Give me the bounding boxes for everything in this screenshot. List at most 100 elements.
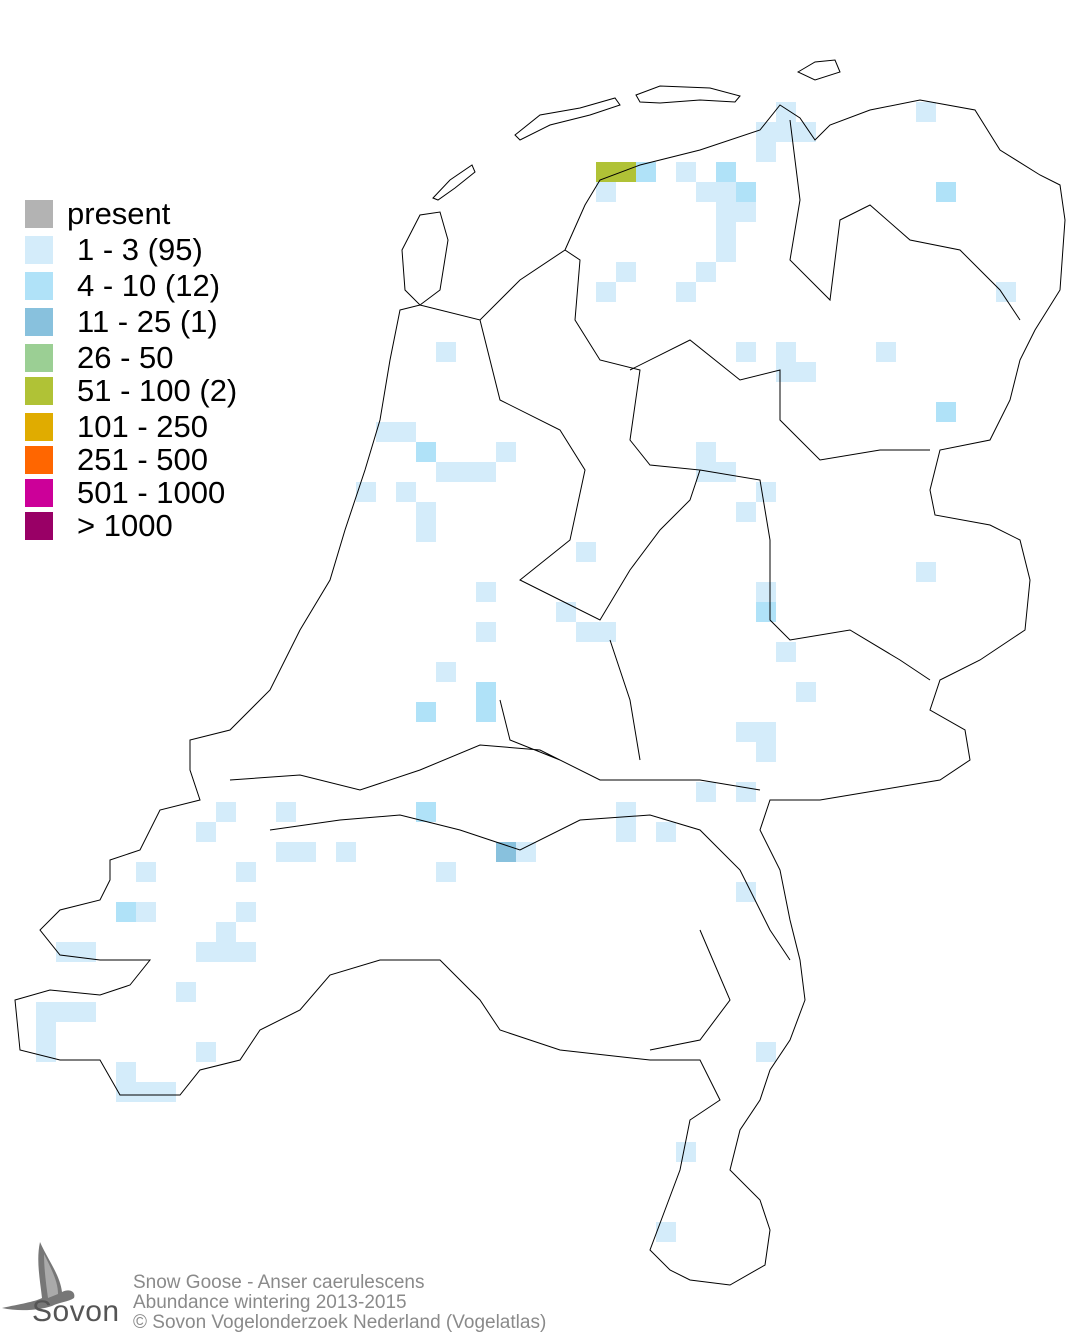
legend-label: present — [67, 196, 171, 231]
cell-1-3 — [596, 182, 616, 202]
sovon-logo — [2, 1242, 75, 1311]
cell-1-3 — [196, 942, 216, 962]
cell-1-3 — [776, 102, 796, 122]
cell-1-3 — [476, 462, 496, 482]
cell-1-3 — [596, 622, 616, 642]
cell-1-3 — [696, 442, 716, 462]
species-name: Snow Goose - Anser caerulescens — [133, 1272, 425, 1293]
legend-swatch — [25, 344, 53, 372]
map-subtitle: Abundance wintering 2013-2015 — [133, 1292, 407, 1313]
cell-1-3 — [196, 822, 216, 842]
sovon-logo-text: Sovon — [32, 1295, 120, 1328]
cell-1-3 — [36, 1042, 56, 1062]
legend-label: 11 - 25 (1) — [77, 304, 218, 339]
cell-1-3 — [716, 462, 736, 482]
legend-swatch — [25, 512, 53, 540]
cell-1-3 — [556, 602, 576, 622]
cell-1-3 — [616, 262, 636, 282]
cell-1-3 — [136, 902, 156, 922]
cell-1-3 — [336, 842, 356, 862]
legend-swatch — [25, 308, 53, 336]
mainland-outline — [14, 99, 1066, 1286]
cell-1-3 — [596, 282, 616, 302]
cell-1-3 — [716, 202, 736, 222]
cell-1-3 — [616, 802, 636, 822]
cell-1-3 — [236, 902, 256, 922]
cell-1-3 — [716, 242, 736, 262]
cell-1-3 — [276, 842, 296, 862]
island-texel — [401, 211, 449, 306]
cell-1-3 — [756, 582, 776, 602]
grid-cells — [36, 102, 1016, 1242]
legend-label: 4 - 10 (12) — [77, 268, 221, 303]
cell-1-3 — [736, 202, 756, 222]
cell-1-3 — [216, 802, 236, 822]
cell-4-10 — [936, 402, 956, 422]
legend-label: 26 - 50 — [77, 340, 174, 375]
legend-swatch — [25, 200, 53, 228]
cell-1-3 — [736, 342, 756, 362]
cell-1-3 — [436, 342, 456, 362]
cell-4-10 — [476, 702, 496, 722]
cell-1-3 — [56, 1002, 76, 1022]
cell-1-3 — [756, 722, 776, 742]
cell-1-3 — [516, 842, 536, 862]
legend-swatch — [25, 377, 53, 405]
cell-1-3 — [76, 942, 96, 962]
cell-1-3 — [756, 482, 776, 502]
legend-label: 51 - 100 (2) — [77, 373, 238, 408]
cell-51-100 — [616, 162, 636, 182]
cell-1-3 — [756, 122, 776, 142]
cell-1-3 — [576, 542, 596, 562]
cell-1-3 — [996, 282, 1016, 302]
cell-1-3 — [716, 182, 736, 202]
cell-1-3 — [776, 642, 796, 662]
cell-1-3 — [76, 1002, 96, 1022]
swallow-wing-icon — [44, 1254, 58, 1298]
cell-4-10 — [736, 182, 756, 202]
legend-swatch — [25, 446, 53, 474]
cell-1-3 — [136, 1082, 156, 1102]
cell-1-3 — [156, 1082, 176, 1102]
cell-1-3 — [116, 1082, 136, 1102]
cell-4-10 — [416, 442, 436, 462]
cell-1-3 — [116, 1062, 136, 1082]
cell-1-3 — [396, 482, 416, 502]
cell-4-10 — [756, 602, 776, 622]
cell-1-3 — [36, 1022, 56, 1042]
cell-4-10 — [116, 902, 136, 922]
copyright: © Sovon Vogelonderzoek Nederland (Vogela… — [133, 1312, 547, 1333]
cell-1-3 — [796, 682, 816, 702]
cell-1-3 — [776, 342, 796, 362]
cell-1-3 — [616, 822, 636, 842]
province-borders — [609, 119, 1021, 1051]
cell-1-3 — [56, 942, 76, 962]
cell-1-3 — [496, 442, 516, 462]
legend-swatch — [25, 272, 53, 300]
map-caption: Snow Goose - Anser caerulescens Abundanc… — [133, 1273, 546, 1333]
island-terschelling — [514, 97, 621, 141]
island-ameland — [635, 85, 741, 104]
cell-1-3 — [796, 362, 816, 382]
cell-1-3 — [656, 1222, 676, 1242]
cell-1-3 — [416, 522, 436, 542]
cell-1-3 — [136, 862, 156, 882]
cell-1-3 — [756, 142, 776, 162]
cell-4-10 — [936, 182, 956, 202]
cell-1-3 — [736, 882, 756, 902]
cell-1-3 — [696, 782, 716, 802]
cell-4-10 — [636, 162, 656, 182]
cell-1-3 — [736, 782, 756, 802]
cell-4-10 — [476, 682, 496, 702]
cell-1-3 — [676, 162, 696, 182]
country-outline — [14, 59, 1066, 1286]
cell-1-3 — [576, 622, 596, 642]
cell-1-3 — [216, 922, 236, 942]
cell-1-3 — [236, 942, 256, 962]
cell-1-3 — [276, 802, 296, 822]
legend-swatch — [25, 479, 53, 507]
legend-swatch — [25, 236, 53, 264]
cell-1-3 — [376, 422, 396, 442]
cell-51-100 — [596, 162, 616, 182]
cell-1-3 — [676, 282, 696, 302]
